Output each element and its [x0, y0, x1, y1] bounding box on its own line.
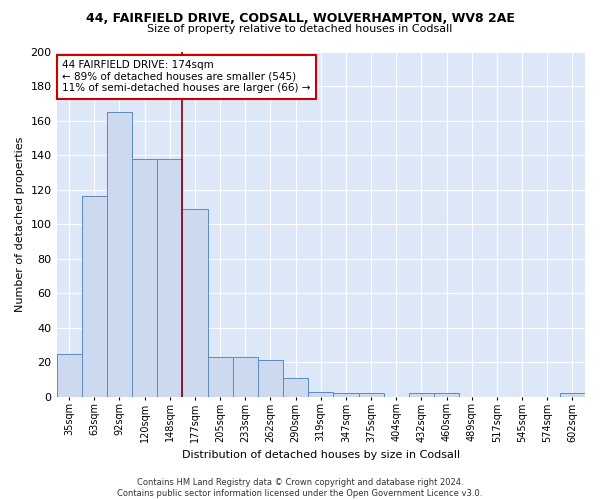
Bar [308, 392, 334, 396]
Bar [434, 394, 459, 396]
Bar [157, 158, 182, 396]
Bar [82, 196, 107, 396]
Text: Contains HM Land Registry data © Crown copyright and database right 2024.
Contai: Contains HM Land Registry data © Crown c… [118, 478, 482, 498]
Bar [409, 394, 434, 396]
Bar [560, 394, 585, 396]
Bar [107, 112, 132, 397]
Bar [334, 394, 359, 396]
Bar [182, 208, 208, 396]
Text: Size of property relative to detached houses in Codsall: Size of property relative to detached ho… [148, 24, 452, 34]
Y-axis label: Number of detached properties: Number of detached properties [15, 136, 25, 312]
X-axis label: Distribution of detached houses by size in Codsall: Distribution of detached houses by size … [182, 450, 460, 460]
Text: 44 FAIRFIELD DRIVE: 174sqm
← 89% of detached houses are smaller (545)
11% of sem: 44 FAIRFIELD DRIVE: 174sqm ← 89% of deta… [62, 60, 310, 94]
Bar [359, 394, 383, 396]
Bar [233, 357, 258, 397]
Bar [132, 158, 157, 396]
Text: 44, FAIRFIELD DRIVE, CODSALL, WOLVERHAMPTON, WV8 2AE: 44, FAIRFIELD DRIVE, CODSALL, WOLVERHAMP… [86, 12, 514, 26]
Bar [56, 354, 82, 397]
Bar [208, 357, 233, 397]
Bar [258, 360, 283, 396]
Bar [283, 378, 308, 396]
